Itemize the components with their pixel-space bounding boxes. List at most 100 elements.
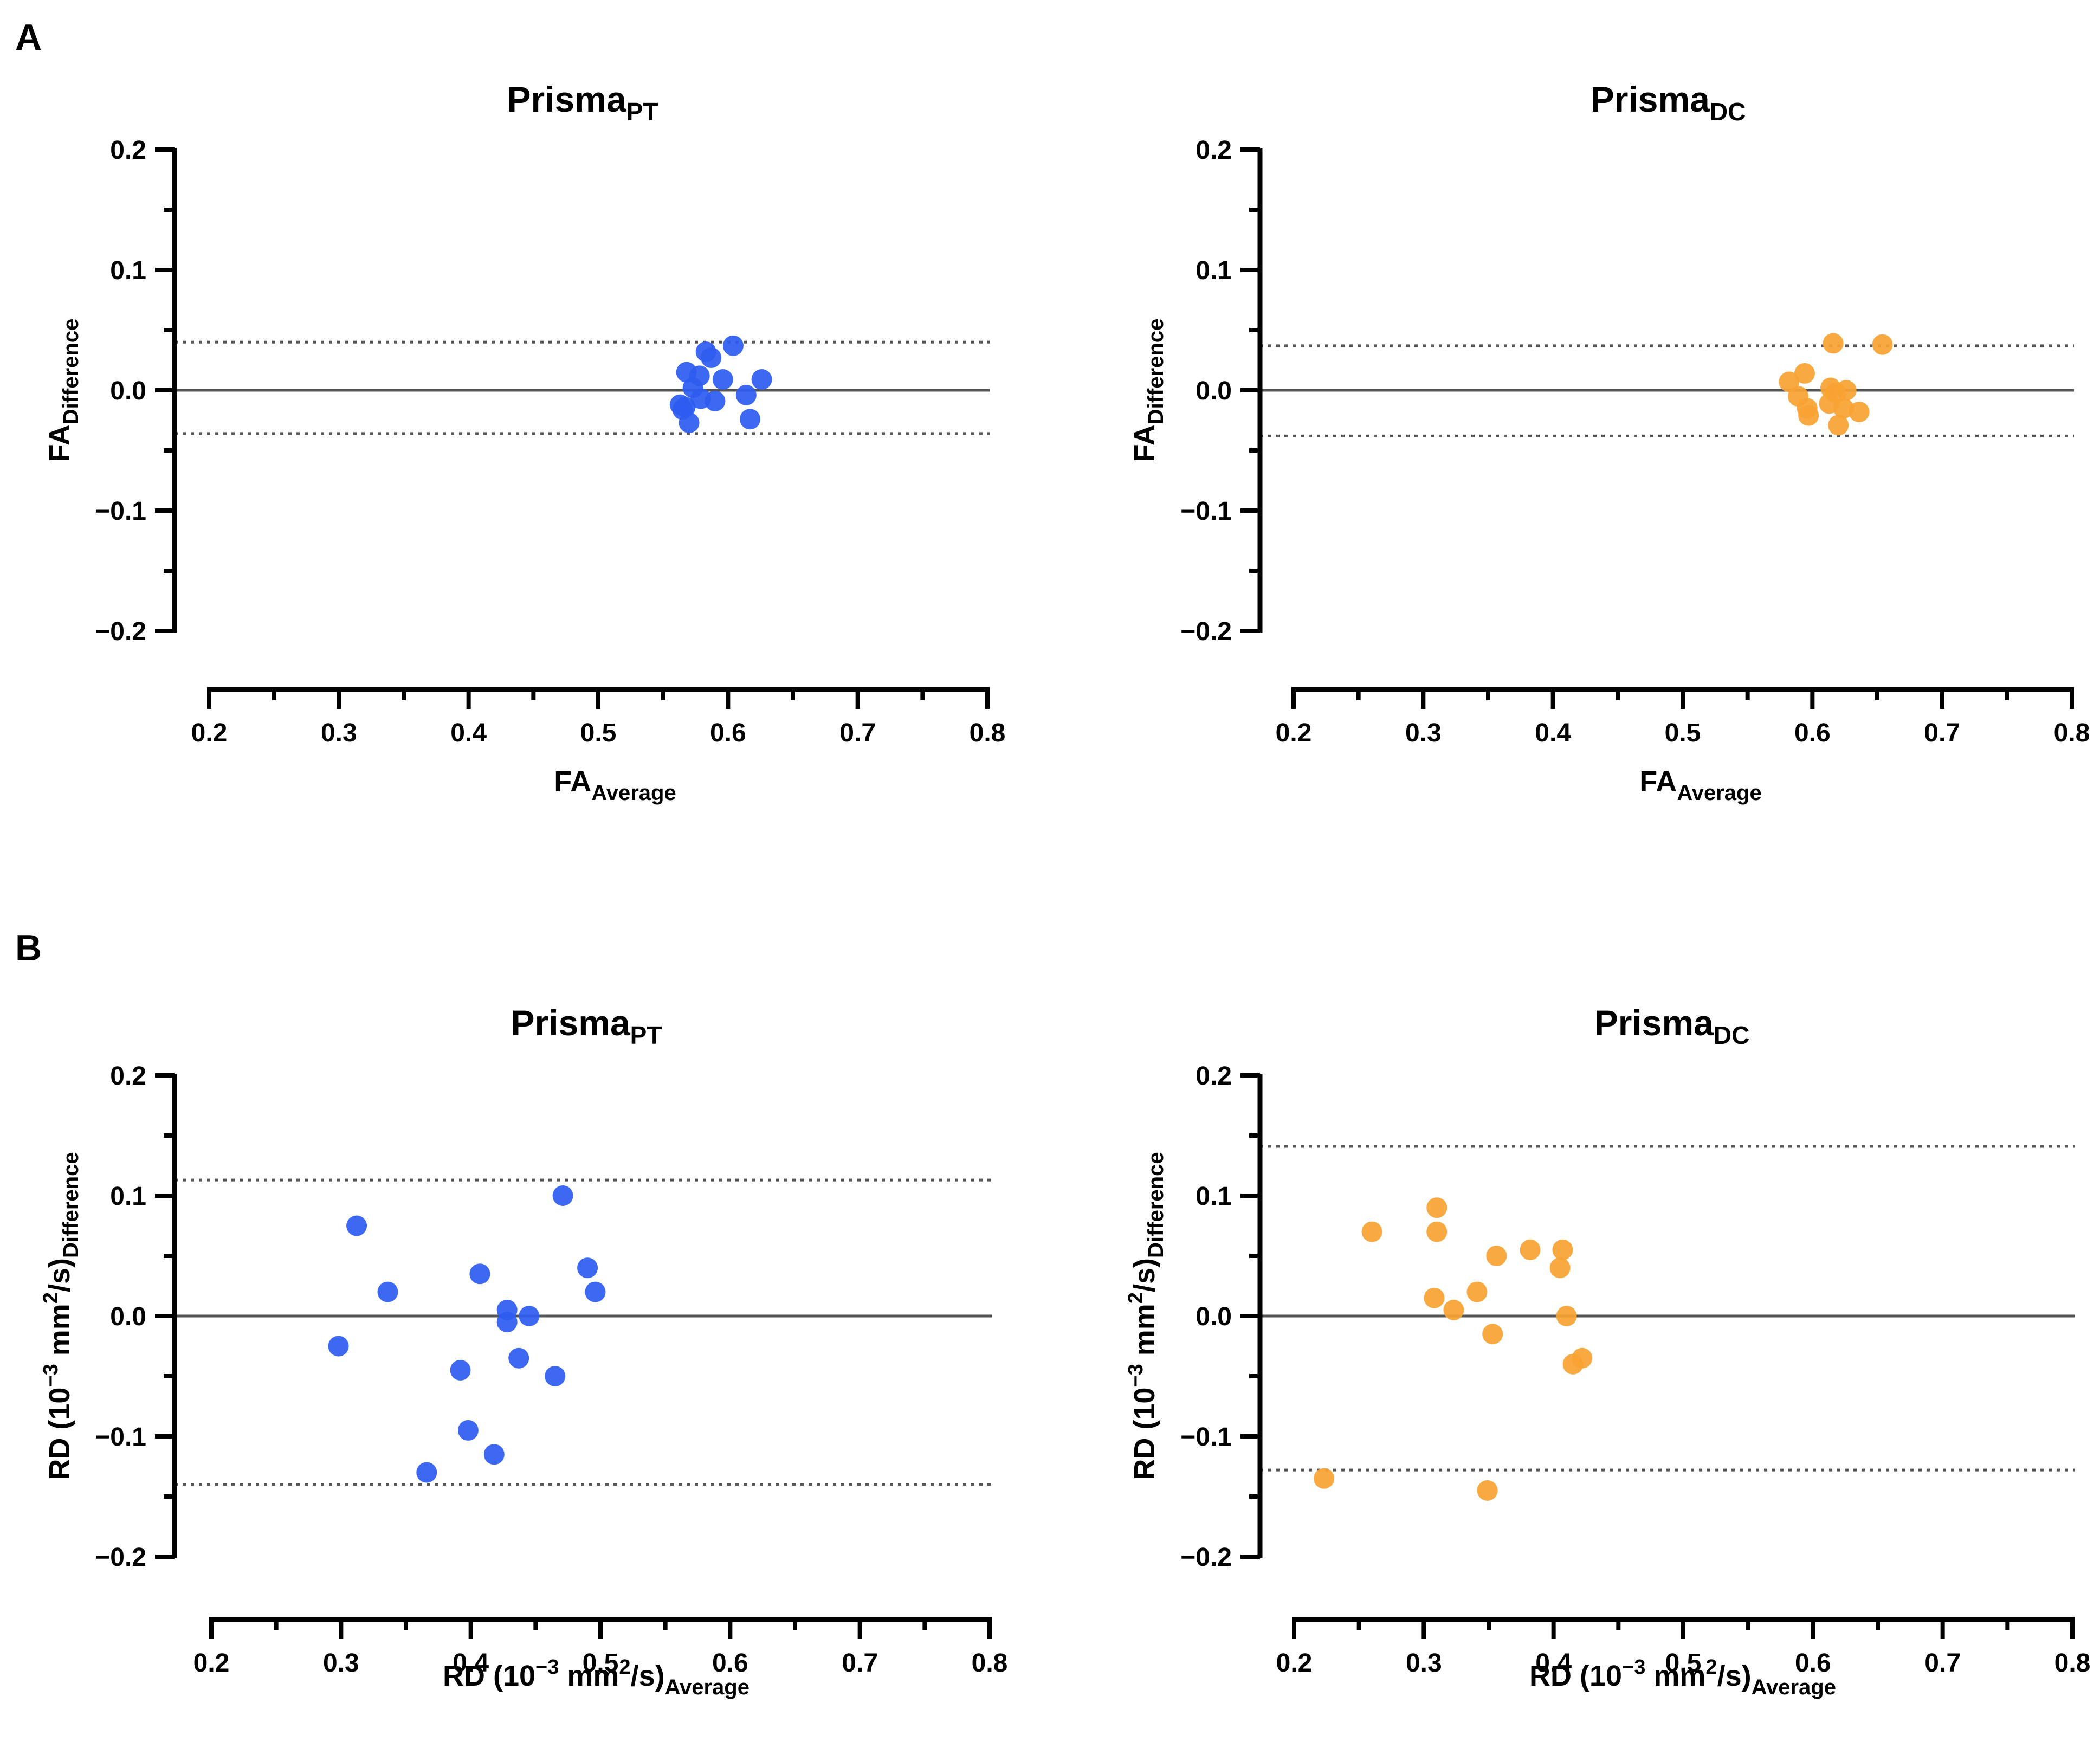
y-tick-label: −0.1	[1180, 497, 1232, 526]
data-point	[496, 1312, 518, 1333]
x-tick-label: 0.6	[712, 1649, 748, 1678]
data-point	[1477, 1480, 1498, 1501]
y-tick-label: 0.2	[1196, 1062, 1232, 1091]
y-tick-label: 0.2	[110, 136, 146, 165]
x-tick-label: 0.2	[1276, 719, 1312, 747]
y-axis-label: FADifference	[43, 319, 83, 462]
x-tick-label: 0.7	[842, 1649, 878, 1678]
data-point	[1849, 401, 1870, 422]
data-point	[1549, 1257, 1571, 1279]
chart-rd-prisma-dc: PrismaDC −0.2 −0.1 0.0 0.1 0.2 0.2 0.3 0.4 0.5 0.6…	[1125, 1003, 2090, 1699]
data-point	[701, 347, 722, 369]
data-point	[1823, 333, 1844, 354]
y-tick-label: −0.2	[95, 1543, 146, 1572]
panel-label-b: B	[15, 927, 42, 969]
x-tick-label: 0.3	[1406, 1649, 1442, 1678]
chart-fa-prisma-dc: PrismaDC −0.2 −0.1 0.0 0.1 0.2 0.2 0.3 0.4 0.5 0.6…	[1128, 79, 2090, 805]
data-point	[1520, 1239, 1541, 1260]
data-point	[416, 1462, 437, 1483]
x-tick-label: 0.4	[1535, 1649, 1572, 1678]
x-axis-label: FAAverage	[554, 765, 676, 805]
x-tick-label: 0.8	[2054, 719, 2090, 747]
y-tick-label: 0.2	[1196, 136, 1232, 165]
data-point	[1426, 1197, 1448, 1218]
data-point	[545, 1366, 566, 1386]
data-point	[751, 369, 772, 390]
y-tick-label: 0.1	[110, 256, 146, 285]
x-tick-label: 0.4	[1535, 719, 1571, 747]
y-tick-label: −0.1	[95, 497, 146, 526]
data-point	[1486, 1246, 1507, 1266]
data-point	[1552, 1239, 1573, 1260]
x-tick-label: 0.3	[323, 1649, 359, 1678]
y-tick-label: −0.2	[1180, 617, 1232, 646]
x-tick-label: 0.3	[321, 719, 357, 747]
data-point	[1424, 1287, 1445, 1308]
x-tick-label: 0.2	[193, 1649, 230, 1678]
y-tick-label: 0.1	[1196, 256, 1232, 285]
data-point	[519, 1306, 540, 1326]
y-tick-label: −0.2	[1180, 1543, 1232, 1572]
y-tick-label: 0.2	[110, 1062, 146, 1091]
x-tick-label: 0.5	[583, 1649, 619, 1678]
x-tick-label: 0.4	[450, 719, 487, 747]
y-tick-label: 0.1	[110, 1182, 146, 1211]
y-axis-label: RD (10−3 mm2/s)Difference	[40, 1152, 83, 1480]
data-point	[1361, 1221, 1382, 1242]
y-tick-label: 0.0	[1196, 377, 1232, 405]
data-point	[740, 409, 761, 430]
x-tick-label: 0.5	[1665, 1649, 1702, 1678]
x-axis-label: FAAverage	[1639, 765, 1761, 805]
data-point	[457, 1420, 479, 1441]
x-tick-label: 0.8	[2054, 1649, 2091, 1678]
chart-title: PrismaPT	[507, 79, 658, 126]
data-point	[1556, 1306, 1577, 1326]
x-tick-label: 0.5	[1665, 719, 1701, 747]
x-axis-label: RD (10−3 mm2/s)Average	[443, 1656, 749, 1699]
data-point	[1828, 415, 1849, 436]
y-tick-label: 0.0	[110, 377, 146, 405]
data-point	[469, 1263, 490, 1285]
chart-rd-prisma-pt: PrismaPT −0.2 −0.1 0.0 0.1 0.2 0.2 0.3 0.4 0.5 0.6…	[40, 1003, 1007, 1699]
data-point	[328, 1336, 349, 1357]
y-tick-label: 0.0	[110, 1302, 146, 1331]
data-point	[1798, 405, 1819, 426]
y-axis-label: RD (10−3 mm2/s)Difference	[1125, 1152, 1168, 1480]
data-point	[1426, 1221, 1448, 1242]
data-point	[1482, 1324, 1503, 1345]
x-tick-label: 0.6	[1794, 719, 1831, 747]
data-point	[705, 390, 726, 411]
y-tick-label: −0.1	[95, 1423, 146, 1452]
x-tick-label: 0.3	[1405, 719, 1442, 747]
y-tick-label: 0.1	[1196, 1182, 1232, 1211]
data-point	[1833, 398, 1854, 419]
chart-title: PrismaDC	[1594, 1003, 1750, 1049]
data-point	[346, 1215, 367, 1236]
chart-title: PrismaPT	[511, 1003, 662, 1049]
data-point	[450, 1359, 471, 1381]
data-point	[552, 1185, 573, 1206]
data-point	[679, 412, 700, 433]
x-tick-label: 0.6	[710, 719, 746, 747]
data-point	[1562, 1353, 1584, 1375]
data-point	[722, 335, 744, 356]
data-point	[577, 1257, 598, 1279]
x-tick-label: 0.8	[970, 719, 1006, 747]
x-tick-label: 0.8	[972, 1649, 1008, 1678]
y-tick-label: 0.0	[1196, 1302, 1232, 1331]
data-point	[1794, 363, 1815, 384]
data-point	[585, 1281, 606, 1302]
data-point	[735, 384, 757, 405]
data-point	[508, 1347, 529, 1369]
chart-title: PrismaDC	[1591, 79, 1746, 126]
data-point	[1466, 1281, 1488, 1302]
x-tick-label: 0.4	[453, 1649, 489, 1678]
x-axis-label: RD (10−3 mm2/s)Average	[1529, 1656, 1836, 1699]
data-point	[1443, 1299, 1464, 1320]
x-tick-label: 0.2	[191, 719, 228, 747]
y-tick-label: −0.2	[95, 617, 146, 646]
x-tick-label: 0.6	[1795, 1649, 1831, 1678]
y-axis-label: FADifference	[1128, 319, 1168, 462]
x-tick-label: 0.5	[580, 719, 617, 747]
